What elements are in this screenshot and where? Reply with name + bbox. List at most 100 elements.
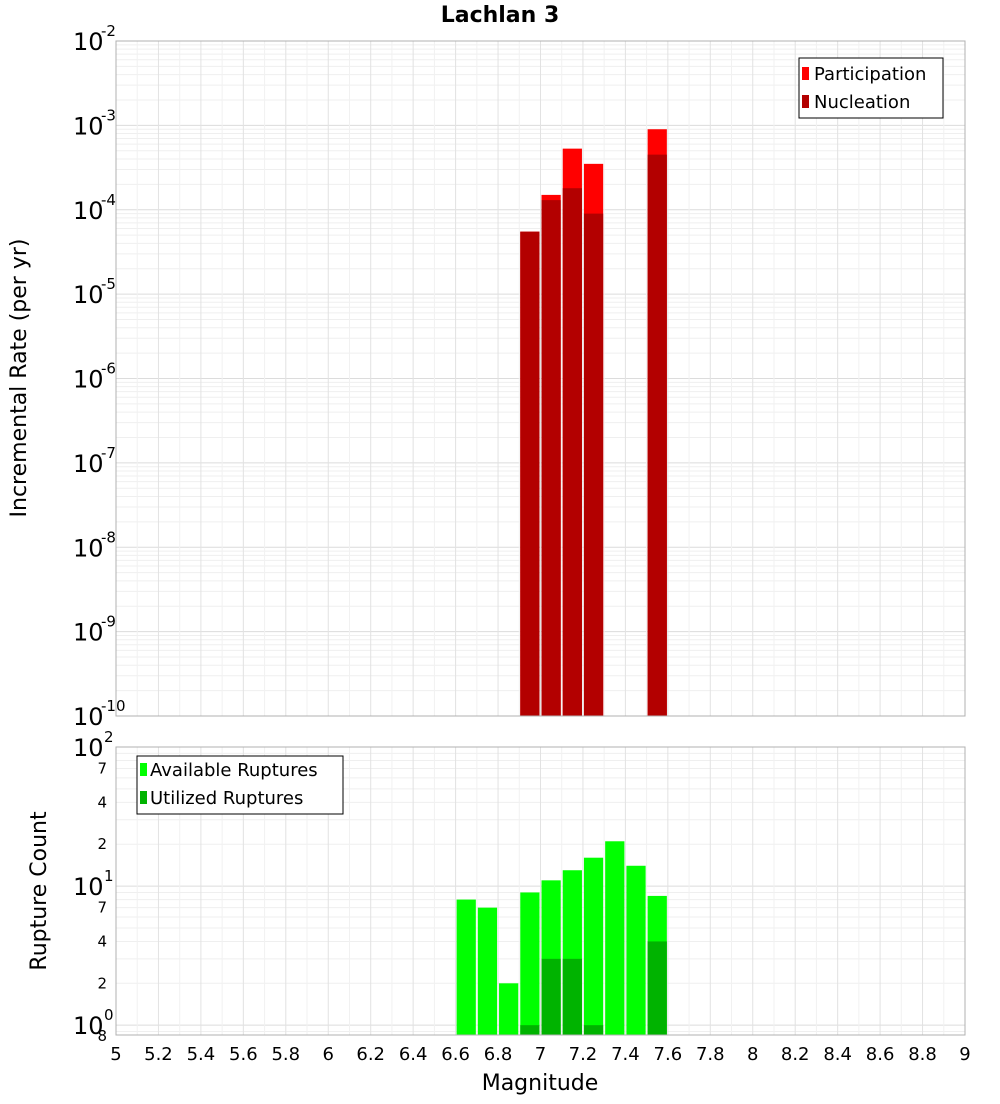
x-tick-label: 6.2 xyxy=(356,1044,385,1065)
bottom-legend-box xyxy=(136,755,344,815)
tick-exponent: -7 xyxy=(101,444,116,462)
top-plot-border xyxy=(115,40,966,717)
tick-exponent: -5 xyxy=(101,275,116,293)
bottom-y-tick-label-minor: 7 xyxy=(97,760,107,778)
x-tick-label: 8.4 xyxy=(823,1044,852,1065)
top-y-tick-label: 10-7 xyxy=(73,444,116,478)
top-panel: 10-210-310-410-510-610-710-810-910-10 In… xyxy=(7,22,966,731)
bottom-y-tick-label-major: 10 0 xyxy=(73,1006,114,1040)
top-y-tick-label: 10-4 xyxy=(73,191,116,225)
tick-exponent: -8 xyxy=(101,528,116,546)
tick-base: 10 xyxy=(73,366,104,394)
tick-base: 10 xyxy=(73,703,104,731)
bottom-y-axis-label: Rupture Count xyxy=(27,811,52,971)
legend-label-nucleation: Nucleation xyxy=(814,92,910,113)
x-tick-label: 8.8 xyxy=(908,1044,937,1065)
x-tick-label: 6.6 xyxy=(441,1044,470,1065)
tick-base: 10 xyxy=(73,112,104,140)
tick-exponent: -3 xyxy=(101,106,116,124)
nucleation-bar xyxy=(541,200,561,716)
bottom-y-tick-label-minor: 2 xyxy=(97,974,107,992)
legend-swatch-available xyxy=(140,763,147,776)
x-tick-label: 5.8 xyxy=(271,1044,300,1065)
x-tick-label: 7 xyxy=(535,1044,546,1065)
available-ruptures-bar xyxy=(477,907,498,1035)
chart-title: Lachlan 3 xyxy=(441,3,560,28)
nucleation-bar xyxy=(647,154,667,716)
tick-exponent: -9 xyxy=(101,613,116,631)
tick-base: 10 xyxy=(73,281,104,309)
x-tick-label: 8.2 xyxy=(781,1044,810,1065)
x-tick-label: 7.2 xyxy=(569,1044,598,1065)
tick-base: 10 xyxy=(73,1012,104,1040)
tick-exponent: -2 xyxy=(101,22,116,40)
tick-exponent: 2 xyxy=(104,728,114,746)
top-y-tick-label: 10-10 xyxy=(73,697,126,731)
x-tick-labels: 5 5.2 5.4 5.6 5.8 6 6.2 6.4 6.6 6.8 7 7.2 7.4 7.6 7.8 8… xyxy=(110,1044,970,1065)
x-tick-label: 5 xyxy=(110,1044,121,1065)
bottom-y-tick-label-major: 10 2 xyxy=(73,728,114,762)
legend-label-utilized: Utilized Ruptures xyxy=(150,788,303,809)
x-tick-label: 8.6 xyxy=(866,1044,895,1065)
x-tick-label: 5.6 xyxy=(229,1044,258,1065)
bottom-y-tick-label-minor: 4 xyxy=(97,793,107,811)
legend-swatch-participation xyxy=(802,67,809,80)
legend-label-participation: Participation xyxy=(814,64,926,85)
tick-exponent: 1 xyxy=(104,867,114,885)
tick-base: 10 xyxy=(73,873,104,901)
tick-base: 10 xyxy=(73,197,104,225)
top-y-tick-label: 10-6 xyxy=(73,360,116,394)
x-tick-label: 8 xyxy=(747,1044,758,1065)
top-bars xyxy=(520,129,667,717)
tick-base: 10 xyxy=(73,534,104,562)
bottom-y-tick-label-minor: 4 xyxy=(97,932,107,950)
top-grid xyxy=(115,41,966,717)
bottom-bars xyxy=(456,841,667,1035)
x-tick-label: 7.4 xyxy=(611,1044,640,1065)
tick-base: 10 xyxy=(73,28,104,56)
legend-swatch-nucleation xyxy=(802,95,809,108)
x-tick-label: 7.6 xyxy=(654,1044,683,1065)
available-ruptures-bar xyxy=(520,892,540,1035)
x-tick-label: 6.4 xyxy=(399,1044,428,1065)
nucleation-bar xyxy=(562,188,582,717)
x-tick-label: 6 xyxy=(323,1044,334,1065)
legend-label-available: Available Ruptures xyxy=(150,760,318,781)
x-tick-label: 7.8 xyxy=(696,1044,725,1065)
utilized-ruptures-bar xyxy=(541,958,561,1035)
available-ruptures-bar xyxy=(583,857,604,1035)
top-legend-box xyxy=(798,57,944,119)
bottom-legend: Available Ruptures Utilized Ruptures xyxy=(136,755,344,815)
tick-base: 10 xyxy=(73,619,104,647)
bottom-plot-border xyxy=(115,746,966,1036)
available-ruptures-bar xyxy=(456,899,476,1035)
bottom-y-tick-label-major: 10 1 xyxy=(73,867,114,901)
x-tick-label: 5.2 xyxy=(144,1044,173,1065)
top-y-tick-label: 10-3 xyxy=(73,106,116,140)
top-y-tick-labels: 10-210-310-410-510-610-710-810-910-10 xyxy=(73,22,126,731)
tick-exponent: 0 xyxy=(104,1006,114,1024)
tick-exponent: -4 xyxy=(101,191,116,209)
utilized-ruptures-bar xyxy=(520,1025,540,1035)
available-ruptures-bar xyxy=(499,983,519,1035)
available-ruptures-bar xyxy=(626,865,646,1035)
top-y-axis-label: Incremental Rate (per yr) xyxy=(7,239,32,518)
tick-exponent: -6 xyxy=(101,360,116,378)
top-y-tick-label: 10-8 xyxy=(73,528,116,562)
bottom-y-tick-label-minor: 8 xyxy=(97,1027,107,1045)
top-y-tick-label: 10-5 xyxy=(73,275,116,309)
utilized-ruptures-bar xyxy=(647,941,667,1035)
top-legend: Participation Nucleation xyxy=(798,57,944,119)
tick-base: 10 xyxy=(73,450,104,478)
x-tick-label: 9 xyxy=(959,1044,970,1065)
tick-exponent: -10 xyxy=(101,697,126,715)
x-axis-label: Magnitude xyxy=(482,1071,599,1096)
nucleation-bar xyxy=(520,231,540,716)
tick-base: 10 xyxy=(73,734,104,762)
utilized-ruptures-bar xyxy=(583,1025,604,1035)
legend-swatch-utilized xyxy=(140,791,147,804)
nucleation-bar xyxy=(583,213,604,717)
top-y-tick-label: 10-9 xyxy=(73,613,116,647)
